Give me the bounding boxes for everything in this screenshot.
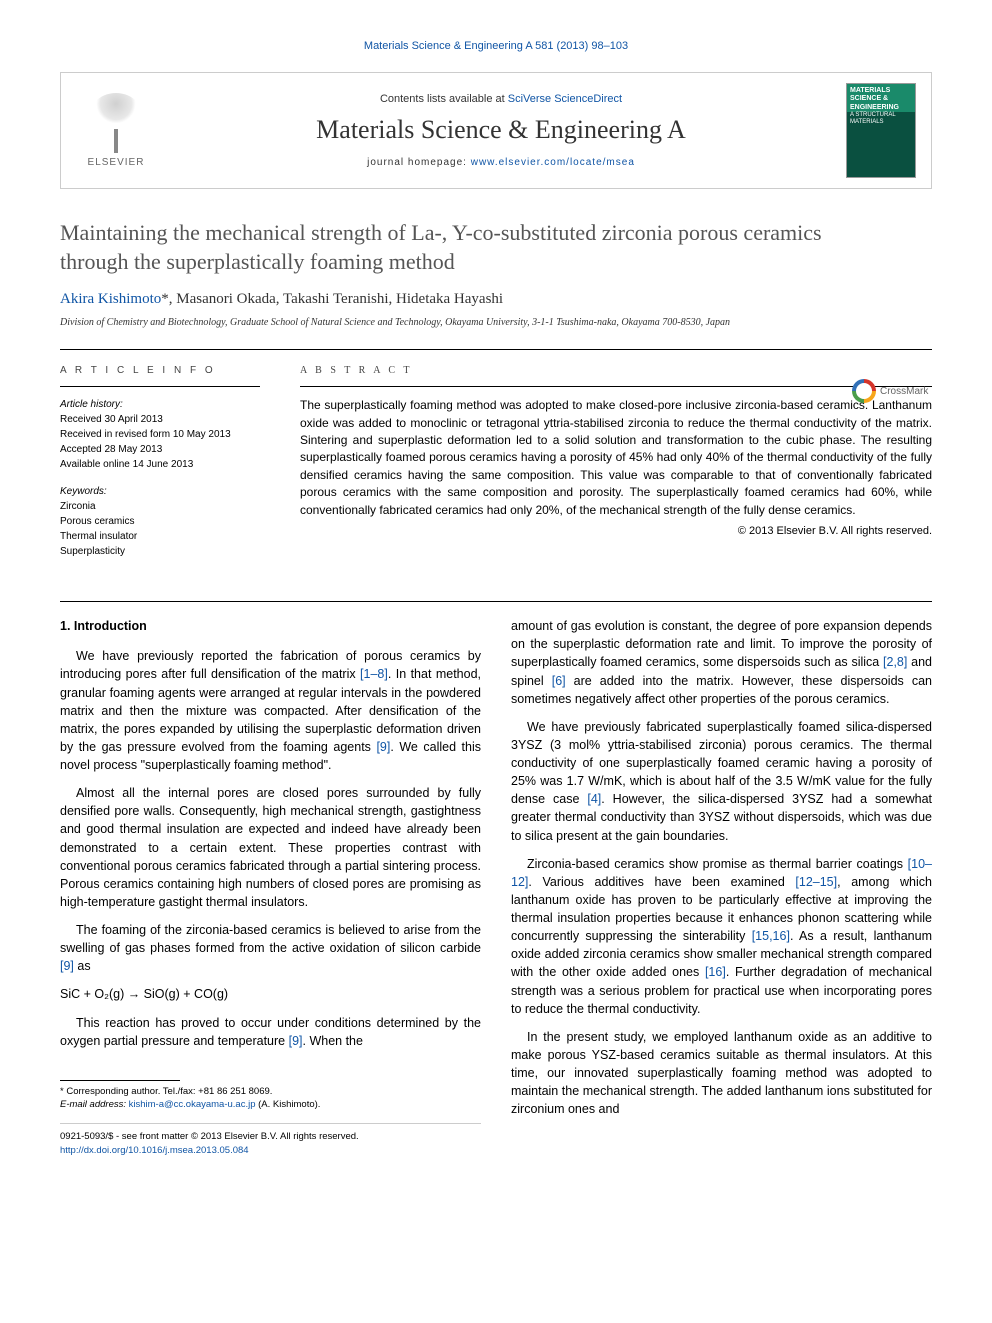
body-text: . When the xyxy=(303,1034,363,1048)
abstract-heading: A B S T R A C T xyxy=(300,365,932,387)
body-text: are added into the matrix. However, thes… xyxy=(511,674,932,706)
left-column: 1. Introduction We have previously repor… xyxy=(60,617,481,1157)
corresponding-author-link[interactable]: Akira Kishimoto xyxy=(60,291,161,307)
elsevier-tree-icon xyxy=(86,93,146,153)
revised-date: Received in revised form 10 May 2013 xyxy=(60,427,260,442)
email-label: E-mail address: xyxy=(60,1099,129,1110)
ref-link[interactable]: [4] xyxy=(587,792,601,806)
footer-block: * Corresponding author. Tel./fax: +81 86… xyxy=(60,1080,481,1157)
online-date: Available online 14 June 2013 xyxy=(60,457,260,472)
abstract-text: The superplastically foaming method was … xyxy=(300,397,932,519)
crossmark-label: CrossMark xyxy=(880,386,928,397)
homepage-prefix: journal homepage: xyxy=(367,157,471,168)
article-info-heading: A R T I C L E I N F O xyxy=(60,365,260,387)
crossmark-badge[interactable]: CrossMark xyxy=(852,379,932,403)
authors-line: Akira Kishimoto*, Masanori Okada, Takash… xyxy=(60,291,932,308)
info-abstract-row: A R T I C L E I N F O Article history: R… xyxy=(60,365,932,571)
paragraph: Almost all the internal pores are closed… xyxy=(60,784,481,911)
journal-citation-header[interactable]: Materials Science & Engineering A 581 (2… xyxy=(60,40,932,52)
article-info-column: A R T I C L E I N F O Article history: R… xyxy=(60,365,260,571)
keyword: Thermal insulator xyxy=(60,529,260,544)
keyword: Porous ceramics xyxy=(60,514,260,529)
accepted-date: Accepted 28 May 2013 xyxy=(60,442,260,457)
body-text: Zirconia-based ceramics show promise as … xyxy=(527,857,908,871)
ref-link[interactable]: [6] xyxy=(552,674,566,688)
ref-link[interactable]: [15,16] xyxy=(752,929,790,943)
received-date: Received 30 April 2013 xyxy=(60,412,260,427)
paragraph: In the present study, we employed lantha… xyxy=(511,1028,932,1119)
keyword: Superplasticity xyxy=(60,544,260,559)
affiliation: Division of Chemistry and Biotechnology,… xyxy=(60,316,932,329)
elsevier-logo: ELSEVIER xyxy=(76,86,156,176)
issn-line: 0921-5093/$ - see front matter © 2013 El… xyxy=(60,1130,481,1143)
ref-link[interactable]: [2,8] xyxy=(883,655,907,669)
body-text: This reaction has proved to occur under … xyxy=(60,1016,481,1048)
email-suffix: (A. Kishimoto). xyxy=(256,1099,321,1110)
divider xyxy=(60,349,932,350)
journal-homepage-link[interactable]: www.elsevier.com/locate/msea xyxy=(471,157,635,168)
body-text: The foaming of the zirconia-based cerami… xyxy=(60,923,481,955)
sciencedirect-link[interactable]: SciVerse ScienceDirect xyxy=(508,93,622,105)
body-text: as xyxy=(74,959,91,973)
ref-link[interactable]: [9] xyxy=(376,740,390,754)
paragraph: This reaction has proved to occur under … xyxy=(60,1014,481,1050)
cover-sub: A STRUCTURAL MATERIALS xyxy=(850,112,912,126)
elsevier-brand-text: ELSEVIER xyxy=(88,157,145,168)
ref-link[interactable]: [9] xyxy=(289,1034,303,1048)
journal-name: Materials Science & Engineering A xyxy=(156,115,846,145)
journal-header-box: ELSEVIER Contents lists available at Sci… xyxy=(60,72,932,189)
article-history-block: Article history: Received 30 April 2013 … xyxy=(60,397,260,472)
corresponding-author-note: * Corresponding author. Tel./fax: +81 86… xyxy=(60,1085,481,1098)
journal-cover-thumbnail: MATERIALS SCIENCE & ENGINEERING A STRUCT… xyxy=(846,83,916,178)
keyword: Zirconia xyxy=(60,499,260,514)
corr-star: * xyxy=(161,291,169,307)
abstract-copyright: © 2013 Elsevier B.V. All rights reserved… xyxy=(300,525,932,537)
contents-available-line: Contents lists available at SciVerse Sci… xyxy=(156,93,846,105)
body-text: amount of gas evolution is constant, the… xyxy=(511,619,932,669)
history-label: Article history: xyxy=(60,397,260,412)
cover-title: MATERIALS SCIENCE & ENGINEERING xyxy=(850,87,912,112)
other-authors: , Masanori Okada, Takashi Teranishi, Hid… xyxy=(169,291,503,307)
contents-prefix: Contents lists available at xyxy=(380,93,508,105)
paragraph: Zirconia-based ceramics show promise as … xyxy=(511,855,932,1018)
paragraph: amount of gas evolution is constant, the… xyxy=(511,617,932,708)
main-two-column: 1. Introduction We have previously repor… xyxy=(60,617,932,1157)
crossmark-icon xyxy=(852,379,876,403)
abstract-column: A B S T R A C T The superplastically foa… xyxy=(300,365,932,571)
divider xyxy=(60,601,932,602)
section-1-heading: 1. Introduction xyxy=(60,617,481,635)
footer-lower: 0921-5093/$ - see front matter © 2013 El… xyxy=(60,1123,481,1157)
header-center: Contents lists available at SciVerse Sci… xyxy=(156,93,846,168)
keywords-block: Keywords: Zirconia Porous ceramics Therm… xyxy=(60,484,260,559)
journal-homepage-line: journal homepage: www.elsevier.com/locat… xyxy=(156,157,846,168)
footer-divider xyxy=(60,1080,180,1081)
email-line: E-mail address: kishim-a@cc.okayama-u.ac… xyxy=(60,1098,481,1111)
paragraph: The foaming of the zirconia-based cerami… xyxy=(60,921,481,975)
chemical-formula: SiC + O₂(g) → SiO(g) + CO(g) xyxy=(60,985,481,1003)
body-text: . Various additives have been examined xyxy=(528,875,795,889)
paragraph: We have previously reported the fabricat… xyxy=(60,647,481,774)
ref-link[interactable]: [1–8] xyxy=(360,667,388,681)
ref-link[interactable]: [12–15] xyxy=(795,875,837,889)
email-link[interactable]: kishim-a@cc.okayama-u.ac.jp xyxy=(129,1099,256,1110)
right-column: amount of gas evolution is constant, the… xyxy=(511,617,932,1157)
keywords-label: Keywords: xyxy=(60,484,260,499)
doi-link[interactable]: http://dx.doi.org/10.1016/j.msea.2013.05… xyxy=(60,1145,249,1156)
paragraph: We have previously fabricated superplast… xyxy=(511,718,932,845)
ref-link[interactable]: [16] xyxy=(705,965,726,979)
ref-link[interactable]: [9] xyxy=(60,959,74,973)
article-title: Maintaining the mechanical strength of L… xyxy=(60,219,932,276)
